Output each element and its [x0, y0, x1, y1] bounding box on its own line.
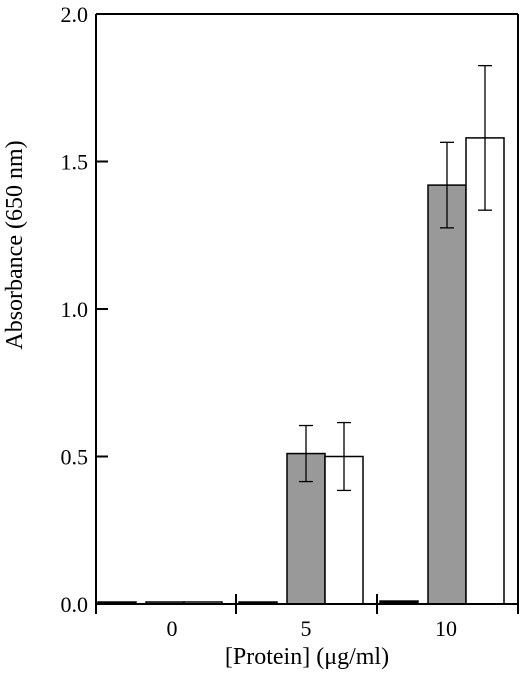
- error-bars-layer: [299, 64, 492, 492]
- y-tick-label-2.0: 2.0: [61, 2, 89, 27]
- y-tick-label-0.5: 0.5: [61, 445, 89, 470]
- bar-series-2-cat-10: [465, 137, 505, 605]
- bar-series-1-cat-10: [427, 184, 467, 605]
- y-tick-label-1.0: 1.0: [61, 297, 89, 322]
- bars-layer: [97, 137, 505, 605]
- y-tick-label-1.5: 1.5: [61, 150, 89, 175]
- x-tick-label-5: 5: [301, 616, 312, 641]
- x-tick-label-10: 10: [435, 616, 457, 641]
- ticks-layer: 0.0 0.5 1.0 1.5 2.0 0 5 10: [61, 2, 519, 641]
- y-tick-label-0.0: 0.0: [61, 592, 89, 617]
- y-axis-label: Absorbance (650 nm): [2, 140, 28, 349]
- x-tick-label-0: 0: [167, 616, 178, 641]
- x-axis-label: [Protein] (μg/ml): [225, 644, 389, 670]
